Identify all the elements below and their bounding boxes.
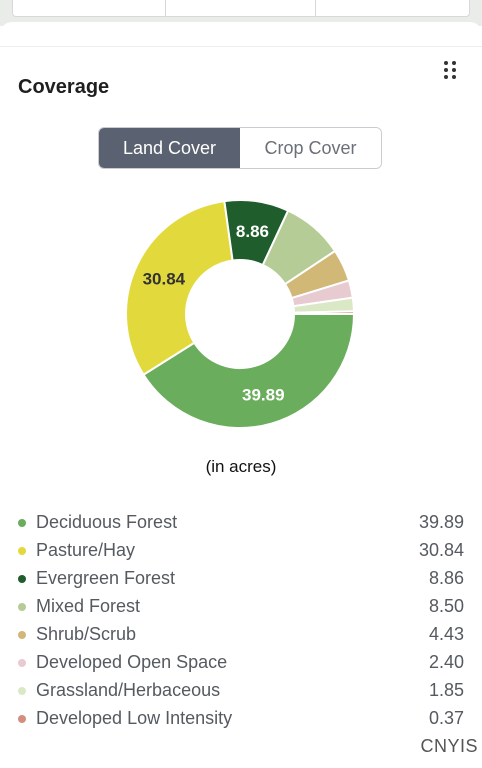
cell-divider — [165, 0, 166, 16]
donut-slice-pasture-hay[interactable] — [125, 199, 234, 377]
legend-label: Shrub/Scrub — [36, 624, 137, 644]
legend-label: Deciduous Forest — [36, 512, 178, 532]
legend-swatch — [18, 547, 26, 555]
legend-swatch — [18, 603, 26, 611]
donut-slice-developed-low-intensity[interactable] — [292, 310, 356, 315]
legend-value: 2.40 — [428, 652, 464, 672]
legend-item[interactable]: Mixed Forest 8.50 — [18, 595, 464, 623]
legend-swatch — [18, 631, 26, 639]
legend-value: 8.50 — [428, 596, 464, 616]
legend-value: 1.85 — [428, 680, 464, 700]
legend-label: Grassland/Herbaceous — [36, 680, 221, 700]
drag-dots-icon[interactable] — [444, 61, 458, 81]
chart-unit-label: (in acres) — [205, 457, 277, 476]
legend-label: Mixed Forest — [36, 596, 141, 616]
previous-card-edge — [12, 0, 470, 17]
cover-type-toggle: Land Cover Crop Cover — [98, 127, 382, 169]
land-cover-tab[interactable]: Land Cover — [99, 128, 240, 168]
panel-title: Coverage — [18, 76, 110, 98]
cell-divider — [315, 0, 316, 16]
legend-item[interactable]: Deciduous Forest 39.89 — [18, 511, 464, 539]
background-strip — [0, 0, 482, 26]
legend-item[interactable]: Pasture/Hay 30.84 — [18, 539, 464, 567]
slice-value-label: 30.84 — [143, 270, 186, 289]
legend-value: 30.84 — [418, 540, 464, 560]
legend-label: Developed Low Intensity — [36, 708, 233, 728]
legend-label: Evergreen Forest — [36, 568, 176, 588]
legend-item[interactable]: Shrub/Scrub 4.43 — [18, 623, 464, 651]
slice-value-label: 39.89 — [242, 386, 285, 405]
legend-item[interactable]: Grassland/Herbaceous 1.85 — [18, 679, 464, 707]
legend-label: Pasture/Hay — [36, 540, 136, 560]
legend-value: 0.37 — [428, 708, 464, 728]
legend-value: 4.43 — [428, 624, 464, 644]
land-cover-donut-chart: 39.89 30.84 8.86 — [125, 199, 356, 429]
watermark-logo: CNYIS — [420, 736, 478, 756]
legend-swatch — [18, 519, 26, 527]
legend-label: Developed Open Space — [36, 652, 228, 672]
legend-swatch — [18, 659, 26, 667]
legend-item[interactable]: Evergreen Forest 8.86 — [18, 567, 464, 595]
chart-legend: Deciduous Forest 39.89 Pasture/Hay 30.84 Eve… — [18, 511, 464, 735]
legend-item[interactable]: Developed Low Intensity 0.37 — [18, 707, 464, 735]
legend-swatch — [18, 687, 26, 695]
donut-slice-deciduous-forest[interactable] — [142, 313, 356, 429]
legend-value: 39.89 — [418, 512, 464, 532]
legend-value: 8.86 — [428, 568, 464, 588]
legend-swatch — [18, 715, 26, 723]
legend-item[interactable]: Developed Open Space 2.40 — [18, 651, 464, 679]
legend-swatch — [18, 575, 26, 583]
crop-cover-tab[interactable]: Crop Cover — [240, 128, 381, 168]
slice-value-label: 8.86 — [236, 222, 269, 241]
panel-divider — [0, 46, 482, 47]
